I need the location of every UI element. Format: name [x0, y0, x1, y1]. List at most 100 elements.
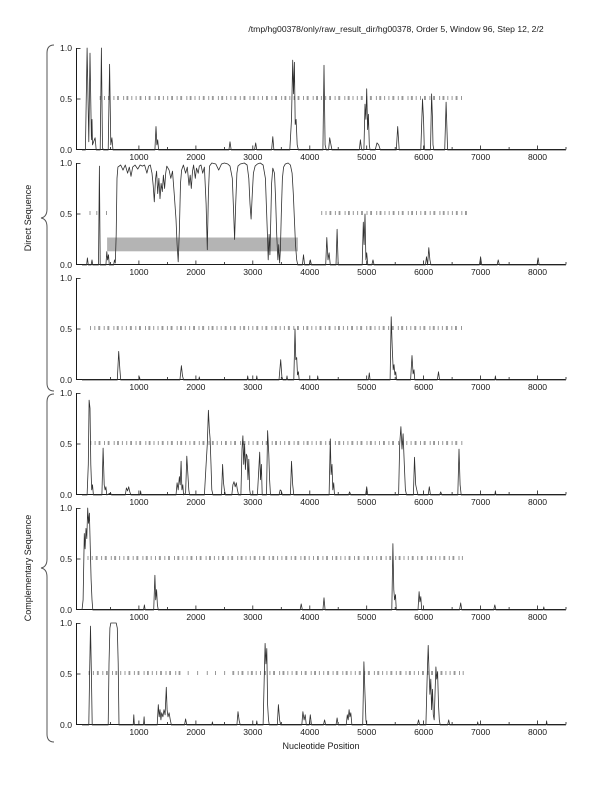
y-axis-ticks — [76, 278, 81, 380]
x-axis-title: Nucleotide Position — [282, 741, 360, 751]
x-tick-label: 4000 — [300, 727, 320, 737]
panel-direct-frame-2: 0.0 0.5 1.0 1000 2000 3000 4000 5000 6000 7000 800… — [60, 158, 567, 277]
panel-direct-frame-1: 0.0 0.5 1.0 1000 2000 3000 4000 5000 6000 7000 800… — [60, 43, 567, 162]
x-tick-label: 7000 — [471, 497, 491, 507]
x-tick-label: 4000 — [300, 382, 320, 392]
x-tick-label: 3000 — [243, 152, 263, 162]
y-tick-label: 0.5 — [60, 669, 72, 679]
x-tick-label: 1000 — [129, 382, 149, 392]
y-axis-ticks — [76, 508, 81, 610]
y-tick-label: 0.0 — [60, 605, 72, 615]
x-axis-ticks — [110, 490, 567, 495]
y-tick-label: 1.0 — [60, 618, 72, 628]
axis-frame — [76, 508, 566, 610]
x-tick-label: 3000 — [243, 727, 263, 737]
y-tick-label: 1.0 — [60, 158, 72, 168]
x-tick-label: 5000 — [357, 497, 377, 507]
x-tick-label: 3000 — [243, 382, 263, 392]
panel-complementary-frame-1: 0.0 0.5 1.0 1000 2000 3000 4000 5000 6000 7000 800… — [60, 388, 567, 507]
x-tick-label: 5000 — [357, 267, 377, 277]
probability-trace — [82, 622, 566, 726]
y-axis-ticks — [76, 163, 81, 265]
x-tick-label: 4000 — [300, 612, 320, 622]
direct-sequence-label: Direct Sequence — [23, 184, 33, 252]
x-tick-label: 4000 — [300, 152, 320, 162]
x-tick-label: 1000 — [129, 727, 149, 737]
y-tick-label: 0.0 — [60, 260, 72, 270]
orf-tick-marks — [90, 441, 463, 445]
probability-trace — [81, 507, 566, 611]
x-tick-label: 7000 — [471, 267, 491, 277]
x-tick-label: 1000 — [129, 267, 149, 277]
x-tick-label: 8000 — [527, 382, 548, 392]
x-tick-label: 6000 — [414, 152, 434, 162]
y-axis-ticks — [76, 393, 81, 495]
x-tick-label: 4000 — [300, 267, 320, 277]
x-tick-label: 3000 — [243, 612, 263, 622]
x-tick-label: 8000 — [527, 727, 548, 737]
x-tick-label: 6000 — [414, 612, 434, 622]
x-tick-label: 2000 — [186, 152, 206, 162]
x-tick-label: 8000 — [527, 152, 548, 162]
x-tick-label: 5000 — [357, 382, 377, 392]
y-tick-label: 1.0 — [60, 503, 72, 513]
orf-tick-marks — [87, 556, 463, 560]
y-tick-label: 1.0 — [60, 43, 72, 53]
y-tick-label: 0.5 — [60, 209, 72, 219]
complementary-sequence-label: Complementary Sequence — [23, 514, 33, 622]
x-tick-label: 5000 — [357, 152, 377, 162]
x-tick-label: 2000 — [186, 612, 206, 622]
complementary-sequence-brace — [40, 393, 55, 743]
x-tick-label: 1000 — [129, 612, 149, 622]
y-tick-label: 0.5 — [60, 439, 72, 449]
panel-complementary-frame-2: 0.0 0.5 1.0 1000 2000 3000 4000 5000 6000 7000 800… — [60, 503, 567, 622]
x-axis-ticks — [110, 145, 567, 150]
probability-trace — [82, 162, 566, 266]
x-tick-label: 3000 — [243, 497, 263, 507]
orf-tick-marks — [90, 326, 462, 330]
x-tick-label: 6000 — [414, 497, 434, 507]
x-tick-label: 7000 — [471, 612, 491, 622]
y-tick-label: 1.0 — [60, 273, 72, 283]
y-tick-label: 0.0 — [60, 375, 72, 385]
plot-title: /tmp/hg00378/only/raw_result_dir/hg00378… — [248, 24, 544, 34]
y-axis-ticks — [76, 48, 81, 150]
direct-sequence-brace — [40, 44, 55, 392]
x-tick-label: 5000 — [357, 612, 377, 622]
axis-frame — [76, 623, 566, 725]
y-tick-label: 0.5 — [60, 94, 72, 104]
x-tick-label: 8000 — [527, 267, 548, 277]
x-tick-label: 6000 — [414, 267, 434, 277]
orf-tick-marks — [89, 211, 467, 215]
y-axis-ticks — [76, 623, 81, 725]
probability-trace — [82, 47, 566, 151]
x-tick-label: 7000 — [471, 152, 491, 162]
x-tick-label: 8000 — [527, 612, 548, 622]
y-tick-label: 0.0 — [60, 490, 72, 500]
panel-complementary-frame-3: 0.0 0.5 1.0 1000 2000 3000 4000 5000 6000 7000 800… — [60, 618, 567, 737]
x-tick-label: 7000 — [471, 382, 491, 392]
y-tick-label: 0.0 — [60, 720, 72, 730]
x-tick-label: 2000 — [186, 267, 206, 277]
orf-tick-marks — [88, 671, 464, 675]
y-tick-label: 0.0 — [60, 145, 72, 155]
x-tick-label: 2000 — [186, 727, 206, 737]
panel-direct-frame-3: 0.0 0.5 1.0 1000 2000 3000 4000 5000 6000 7000 800… — [60, 273, 567, 392]
x-tick-label: 6000 — [414, 382, 434, 392]
probability-trace — [82, 399, 566, 496]
x-tick-label: 2000 — [186, 382, 206, 392]
x-tick-label: 3000 — [243, 267, 263, 277]
y-tick-label: 1.0 — [60, 388, 72, 398]
coding-region-band — [107, 237, 298, 252]
orf-tick-marks — [99, 96, 462, 100]
x-axis-ticks — [110, 375, 567, 380]
x-tick-label: 5000 — [357, 727, 377, 737]
x-tick-label: 7000 — [471, 727, 491, 737]
x-tick-label: 8000 — [527, 497, 548, 507]
probability-trace — [82, 316, 566, 381]
x-tick-label: 1000 — [129, 152, 149, 162]
x-tick-label: 6000 — [414, 727, 434, 737]
x-tick-label: 1000 — [129, 497, 149, 507]
